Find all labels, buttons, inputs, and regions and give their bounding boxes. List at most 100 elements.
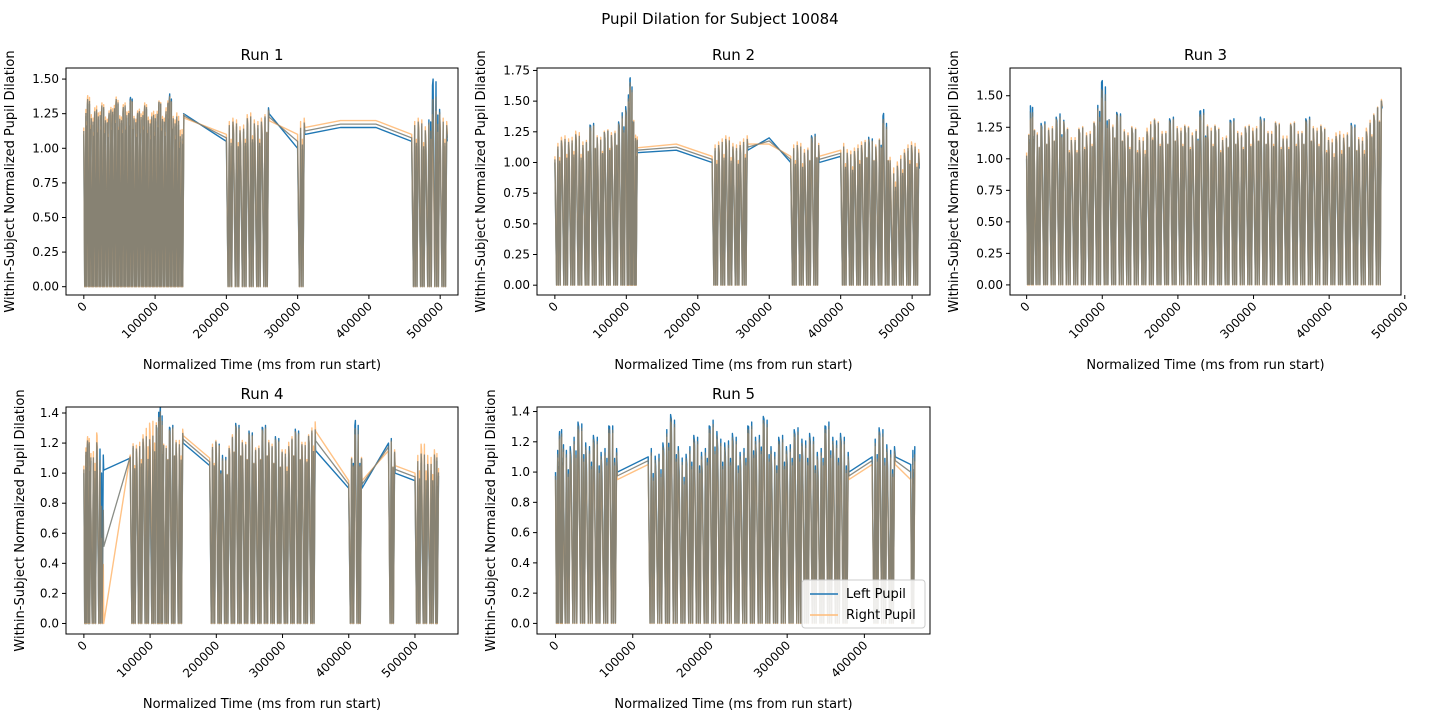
y-tick-label: 1.00 [32, 141, 59, 155]
x-tick-label: 100000 [119, 299, 161, 341]
subplot-title: Run 1 [240, 46, 283, 64]
axes-frame [65, 406, 459, 635]
subplot-title: Run 3 [1184, 46, 1227, 64]
x-tick-label: 500000 [1369, 299, 1411, 341]
x-tick-label: 100000 [590, 299, 632, 341]
y-tick-label: 0.6 [511, 526, 530, 540]
axes-frame [1009, 67, 1402, 296]
x-tick-label: 400000 [313, 638, 355, 680]
y-tick-label: 0.25 [503, 248, 530, 262]
x-tick-label: 200000 [1142, 299, 1184, 341]
traces [83, 407, 440, 625]
traces [83, 78, 448, 288]
y-tick-label: 1.00 [503, 155, 530, 169]
subplot-run-2: 0.00 0.25 0.50 0.75 1.00 1.25 1.50 1.75 0 100000 2… [474, 46, 931, 373]
y-tick-label: 1.25 [32, 107, 59, 121]
x-axis-label: Normalized Time (ms from run start) [143, 358, 381, 373]
y-tick-label: 0.4 [40, 556, 59, 570]
x-tick-label: 400000 [1293, 299, 1335, 341]
y-tick-label: 0.50 [976, 215, 1003, 229]
axes-frame [536, 406, 931, 635]
y-tick-label: 1.0 [511, 465, 530, 479]
y-axis-label: Within-Subject Normalized Pupil Dilation [13, 389, 28, 651]
y-axis-label: Within-Subject Normalized Pupil Dilation [3, 50, 18, 312]
x-tick-label: 200000 [180, 638, 222, 680]
x-tick-label: 500000 [876, 299, 918, 341]
x-tick-label: 400000 [805, 299, 847, 341]
overlap-line [554, 82, 920, 286]
x-tick-label: 0 [75, 638, 90, 653]
legend-right-label: Right Pupil [846, 608, 916, 623]
x-axis-label: Normalized Time (ms from run start) [614, 358, 852, 373]
y-tick-label: 0.00 [32, 280, 59, 294]
x-tick-label: 500000 [379, 638, 421, 680]
subplot-run-1: 0.00 0.25 0.50 0.75 1.00 1.25 1.50 0 100000 20000… [3, 46, 459, 373]
x-tick-label: 0 [546, 638, 561, 653]
y-tick-label: 1.50 [976, 89, 1003, 103]
y-tick-label: 1.0 [40, 466, 59, 480]
subplot-run-4: 0.0 0.2 0.4 0.6 0.8 1.0 1.2 1.4 0 100000 200000 300… [13, 385, 459, 712]
y-axis-label: Within-Subject Normalized Pupil Dilation [484, 389, 499, 651]
y-tick-label: 0.2 [40, 586, 59, 600]
x-tick-label: 200000 [674, 638, 716, 680]
y-tick-label: 0.0 [40, 616, 59, 630]
y-tick-label: 1.25 [503, 125, 530, 139]
overlap-line [83, 411, 440, 624]
axes-frame [65, 67, 459, 296]
x-tick-label: 100000 [1066, 299, 1108, 341]
y-tick-label: 0.6 [40, 526, 59, 540]
y-tick-label: 1.75 [503, 63, 530, 77]
y-tick-label: 0.25 [32, 245, 59, 259]
x-tick-label: 100000 [114, 638, 156, 680]
overlap-line [1025, 87, 1383, 285]
y-tick-label: 1.4 [511, 405, 530, 419]
legend: Left Pupil Right Pupil [801, 579, 926, 629]
y-tick-label: 0.8 [40, 496, 59, 510]
legend-box [801, 579, 926, 629]
x-tick-label: 200000 [662, 299, 704, 341]
x-tick-label: 300000 [261, 299, 303, 341]
axes-frame [536, 67, 931, 296]
legend-left-label: Left Pupil [846, 587, 906, 602]
y-tick-label: 0.50 [503, 217, 530, 231]
x-tick-label: 500000 [404, 299, 446, 341]
y-tick-label: 0.75 [503, 186, 530, 200]
y-tick-label: 0.0 [511, 616, 530, 630]
x-tick-label: 0 [546, 299, 561, 314]
x-tick-label: 200000 [190, 299, 232, 341]
y-tick-label: 1.25 [976, 120, 1003, 134]
y-tick-label: 1.2 [40, 436, 59, 450]
x-tick-label: 0 [75, 299, 90, 314]
traces [1025, 79, 1383, 286]
y-tick-label: 0.00 [976, 278, 1003, 292]
y-axis-label: Within-Subject Normalized Pupil Dilation [947, 50, 962, 312]
subplot-run-3: 0.00 0.25 0.50 0.75 1.00 1.25 1.50 0 100000 20000… [947, 46, 1411, 373]
x-tick-label: 100000 [597, 638, 639, 680]
y-tick-label: 1.50 [503, 94, 530, 108]
x-tick-label: 300000 [246, 638, 288, 680]
y-tick-label: 1.00 [976, 152, 1003, 166]
y-tick-label: 0.8 [511, 495, 530, 509]
x-axis-label: Normalized Time (ms from run start) [1086, 358, 1324, 373]
x-axis-label: Normalized Time (ms from run start) [143, 697, 381, 712]
subplot-title: Run 4 [240, 385, 283, 403]
figure-title: Pupil Dilation for Subject 10084 [601, 10, 839, 28]
y-tick-label: 0.50 [32, 210, 59, 224]
x-tick-label: 0 [1017, 299, 1032, 314]
x-tick-label: 300000 [733, 299, 775, 341]
x-tick-label: 400000 [828, 638, 870, 680]
y-axis-label: Within-Subject Normalized Pupil Dilation [474, 50, 489, 312]
x-axis-label: Normalized Time (ms from run start) [614, 697, 852, 712]
y-tick-label: 0.75 [32, 176, 59, 190]
subplot-title: Run 5 [712, 385, 755, 403]
overlap-line [83, 95, 448, 287]
x-tick-label: 300000 [1217, 299, 1259, 341]
traces [554, 77, 920, 286]
y-tick-label: 0.00 [503, 278, 530, 292]
subplot-title: Run 2 [712, 46, 755, 64]
subplot-run-5: 0.0 0.2 0.4 0.6 0.8 1.0 1.2 1.4 0 100000 200000 300… [484, 385, 931, 712]
y-tick-label: 0.75 [976, 183, 1003, 197]
y-tick-label: 0.2 [511, 586, 530, 600]
